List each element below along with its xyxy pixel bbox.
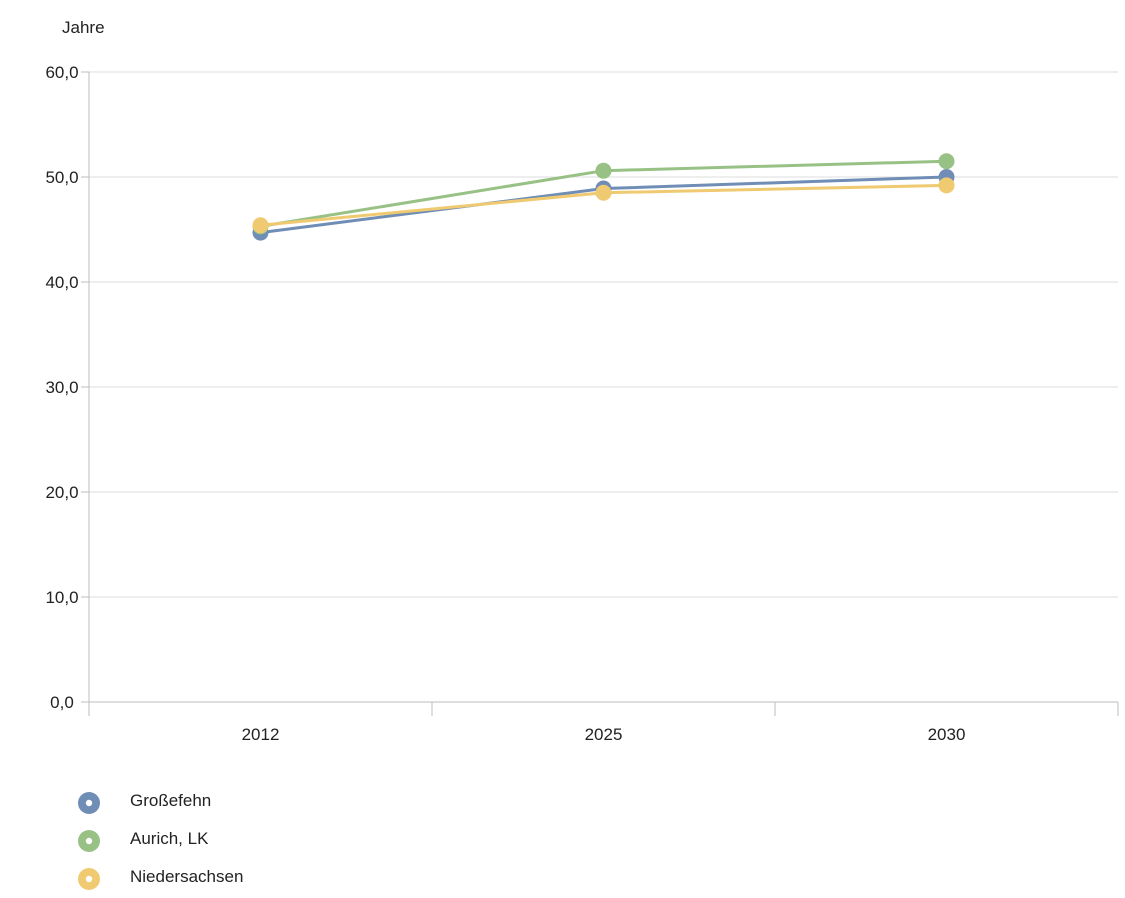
legend-marker-dot: [85, 837, 93, 845]
legend-item[interactable]: Großefehn: [78, 791, 211, 814]
x-axis: 2012 2025 2030: [88, 72, 1119, 744]
x-tick-label: 2030: [928, 725, 966, 744]
legend-label: Aurich, LK: [130, 829, 209, 848]
legend-item[interactable]: Niedersachsen: [78, 867, 243, 890]
y-tick-label: 10,0: [45, 588, 78, 607]
y-tick-label: 30,0: [45, 378, 78, 397]
y-tick-label: 0,0: [50, 693, 74, 712]
x-tick-label: 2012: [242, 725, 280, 744]
y-axis-unit-label: Jahre: [62, 18, 105, 37]
data-point[interactable]: [938, 153, 955, 170]
series-points: [252, 153, 955, 241]
y-tick-label: 50,0: [45, 168, 78, 187]
y-tick-label: 60,0: [45, 63, 78, 82]
data-point[interactable]: [252, 217, 269, 234]
legend-label: Großefehn: [130, 791, 211, 810]
data-point[interactable]: [595, 162, 612, 179]
legend-marker-dot: [85, 875, 93, 883]
x-tick-label: 2025: [585, 725, 623, 744]
legend-item[interactable]: Aurich, LK: [78, 829, 209, 852]
data-point[interactable]: [595, 184, 612, 201]
data-point[interactable]: [938, 177, 955, 194]
legend-label: Niedersachsen: [130, 867, 243, 886]
legend: Großefehn Aurich, LK Niedersachsen: [78, 791, 243, 890]
y-axis-ticks: 0,0 10,0 20,0 30,0 40,0 50,0 60,0: [45, 63, 89, 712]
y-tick-label: 20,0: [45, 483, 78, 502]
y-tick-label: 40,0: [45, 273, 78, 292]
legend-marker-dot: [85, 799, 93, 807]
